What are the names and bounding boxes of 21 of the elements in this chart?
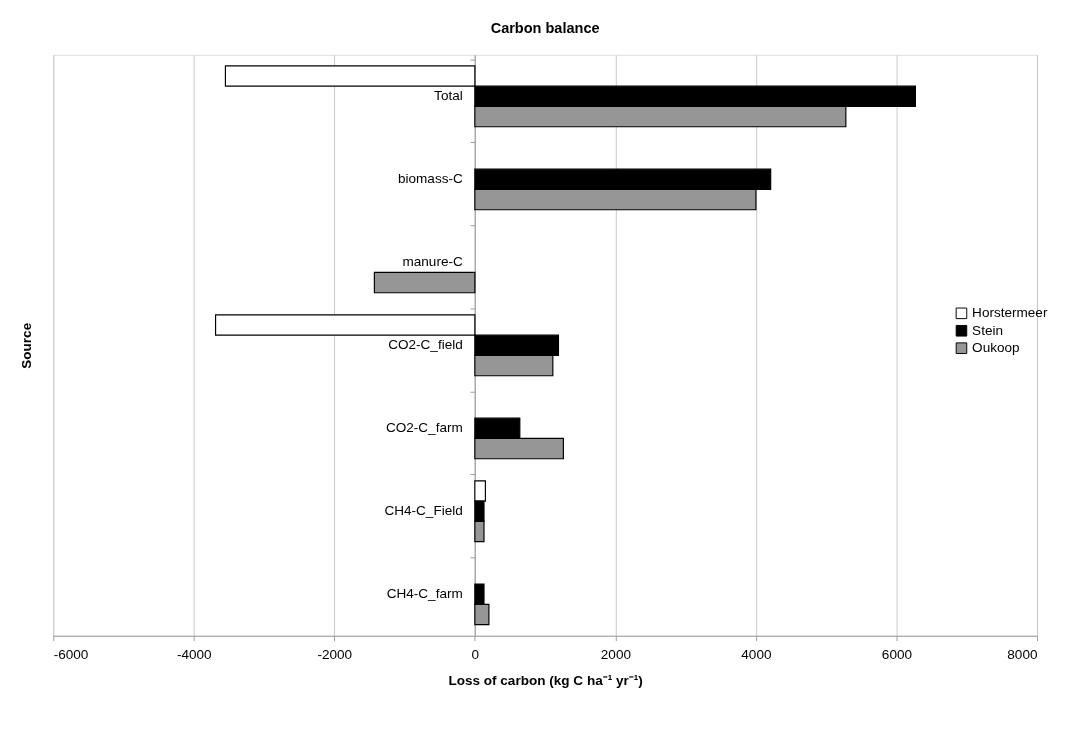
y-tick-label: Total <box>434 88 463 104</box>
x-tick-label: 8000 <box>1007 647 1038 663</box>
y-axis-title: Source <box>19 322 35 369</box>
y-tick-label: manure-C <box>402 254 463 270</box>
legend-label: Stein <box>972 322 1003 338</box>
y-tick-label: CH4-C_Field <box>384 503 463 519</box>
legend-label: Oukoop <box>972 340 1020 356</box>
x-axis-title: Loss of carbon (kg C ha⁻¹ yr⁻¹) <box>448 672 643 688</box>
chart-title: Carbon balance <box>490 19 600 36</box>
x-tick-label: 6000 <box>881 647 913 663</box>
y-tick-label: biomass-C <box>398 171 463 187</box>
x-tick-label: -6000 <box>53 647 89 663</box>
x-tick-label: 0 <box>471 647 480 663</box>
x-tick-label: -4000 <box>176 647 212 663</box>
y-tick-label: CO2-C_field <box>388 337 463 353</box>
x-tick-label: -2000 <box>317 647 353 663</box>
x-tick-label: 2000 <box>600 647 631 663</box>
legend-label: Horstermeer <box>972 305 1048 321</box>
x-tick-label: 4000 <box>741 647 772 663</box>
y-tick-label: CH4-C_farm <box>386 586 463 602</box>
y-tick-label: CO2-C_farm <box>385 420 463 436</box>
